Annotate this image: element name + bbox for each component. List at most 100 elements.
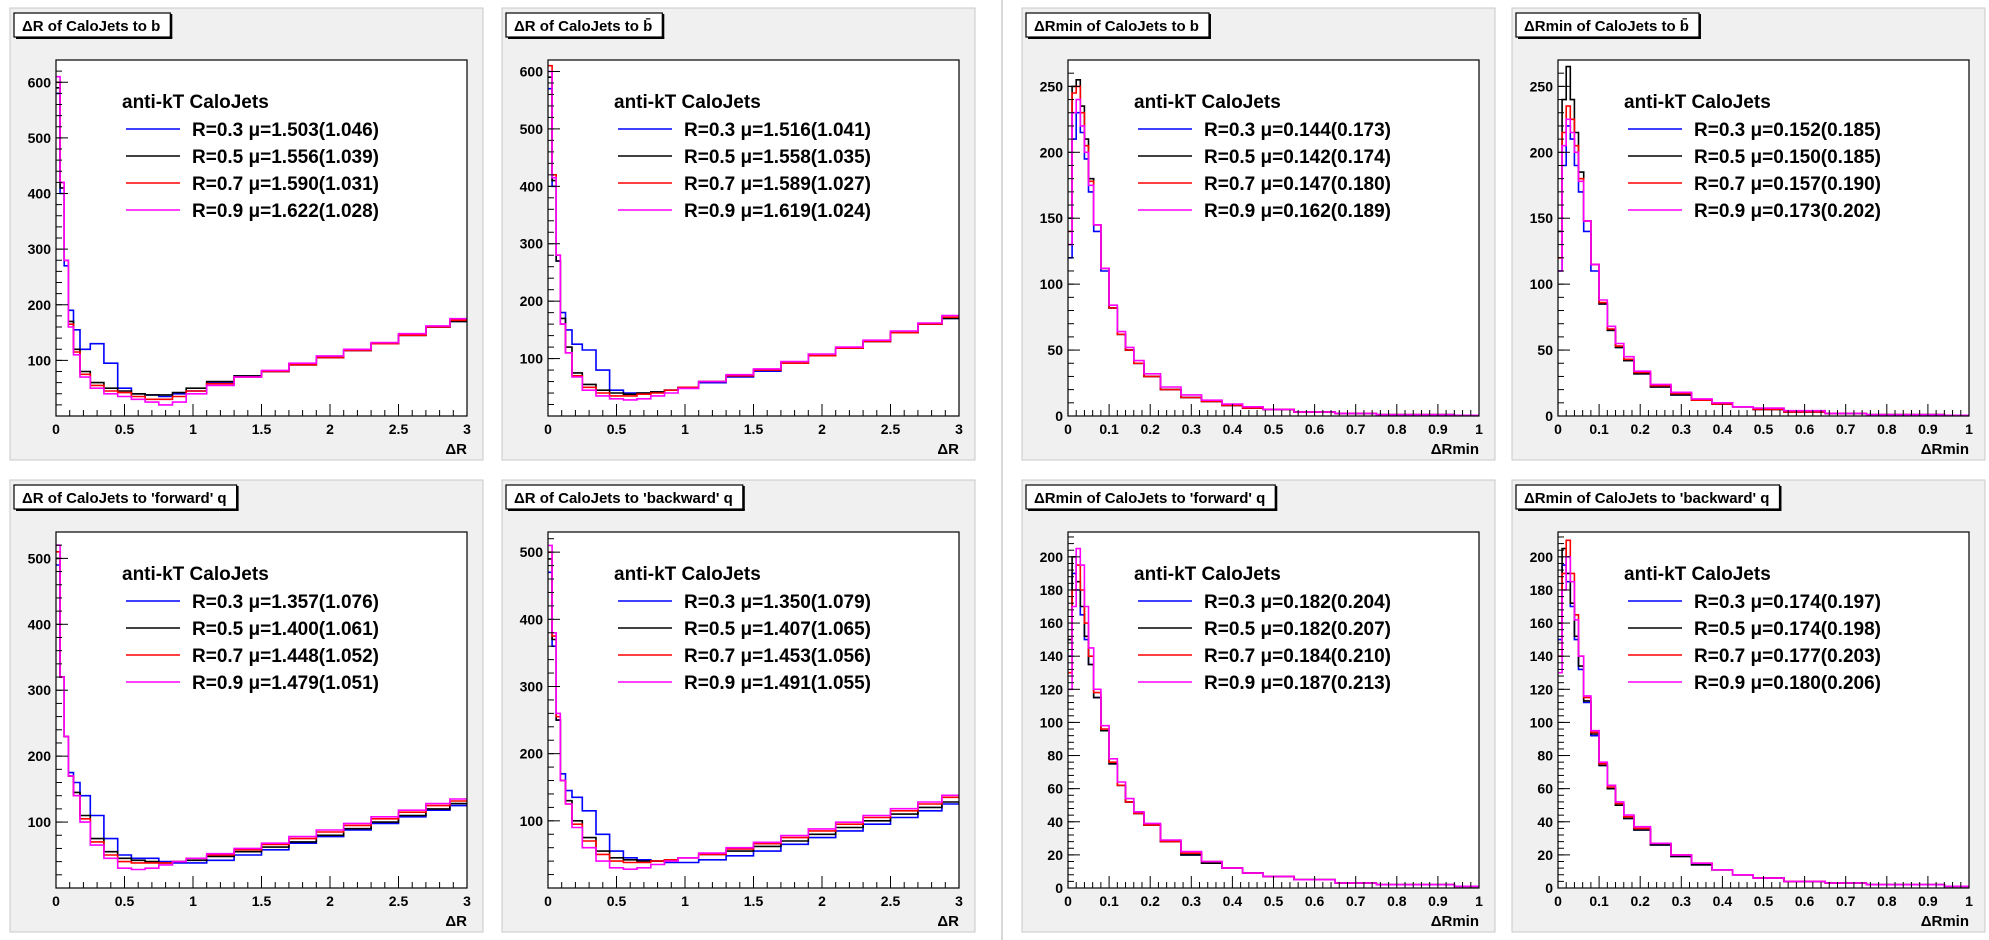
series-line-4 [56,544,467,871]
x-tick-label: 2.5 [389,893,409,909]
chart-title: ΔR of CaloJets to b [22,18,160,35]
x-tick-label: 0.3 [1672,893,1692,909]
x-tick-label: 0.5 [1264,421,1284,437]
series-line-4 [1068,98,1479,417]
x-tick-label: 3 [955,893,963,909]
y-tick-label: 100 [28,814,52,830]
y-tick-label: 150 [1040,210,1064,226]
x-tick-label: 0 [1064,421,1072,437]
plot-area [56,532,467,888]
legend-entry: R=0.3 μ=1.350(1.079) [684,592,871,613]
y-tick-label: 120 [1040,681,1064,697]
x-axis-label: ΔR [937,441,959,458]
legend-entry: R=0.7 μ=1.453(1.056) [684,646,871,667]
legend-entry: R=0.9 μ=1.619(1.024) [684,201,871,222]
y-tick-label: 300 [28,682,52,698]
legend-entry: R=0.7 μ=0.157(0.190) [1694,174,1881,195]
series-line-4 [1558,556,1969,888]
x-axis-label: ΔRmin [1431,441,1479,458]
y-tick-label: 40 [1537,814,1553,830]
y-tick-label: 200 [520,746,544,762]
x-tick-label: 1 [1475,421,1483,437]
legend-entry: R=0.3 μ=1.516(1.041) [684,120,871,141]
y-tick-label: 140 [1530,648,1554,664]
legend-header: anti-kT CaloJets [614,92,761,113]
y-tick-label: 0 [1545,880,1553,896]
legend-entry: R=0.7 μ=1.589(1.027) [684,174,871,195]
y-tick-label: 300 [28,241,52,257]
x-tick-label: 0.6 [1305,421,1325,437]
x-tick-label: 0.4 [1223,421,1243,437]
chart-title: ΔRmin of CaloJets to b [1034,18,1199,35]
x-tick-label: 2 [818,893,826,909]
legend-header: anti-kT CaloJets [1134,92,1281,113]
legend-entry: R=0.7 μ=0.177(0.203) [1694,646,1881,667]
x-tick-label: 0 [1554,421,1562,437]
legend-entry: R=0.3 μ=0.144(0.173) [1204,120,1391,141]
x-tick-label: 0 [52,893,60,909]
x-tick-label: 0.1 [1589,893,1609,909]
x-tick-label: 0.7 [1836,421,1856,437]
x-axis-label: ΔR [937,913,959,930]
legend-entry: R=0.9 μ=0.162(0.189) [1204,201,1391,222]
x-tick-label: 1.5 [744,893,764,909]
x-tick-label: 2 [326,893,334,909]
y-tick-label: 50 [1047,342,1063,358]
x-tick-label: 0 [544,893,552,909]
plot-area [56,60,467,416]
x-tick-label: 0.9 [1428,421,1448,437]
x-tick-label: 0.7 [1346,893,1366,909]
chart-title: ΔRmin of CaloJets to 'forward' q [1034,490,1265,507]
x-tick-label: 0.9 [1428,893,1448,909]
x-tick-label: 0.4 [1713,421,1733,437]
x-tick-label: 0.5 [1264,893,1284,909]
x-tick-label: 1 [681,421,689,437]
y-tick-label: 100 [1530,276,1554,292]
title-box [505,484,744,510]
y-tick-label: 100 [1040,714,1064,730]
x-tick-label: 0 [544,421,552,437]
x-tick-label: 1.5 [252,893,272,909]
chart-title: ΔRmin of CaloJets to b̄ [1524,17,1689,35]
y-tick-label: 250 [1040,78,1064,94]
y-tick-label: 600 [28,74,52,90]
x-tick-label: 0.3 [1182,421,1202,437]
y-tick-label: 500 [520,121,544,137]
y-tick-label: 200 [1530,144,1554,160]
y-tick-label: 200 [1040,549,1064,565]
y-tick-label: 200 [1040,144,1064,160]
x-tick-label: 0.7 [1346,421,1366,437]
x-tick-label: 0.4 [1223,893,1243,909]
legend-entry: R=0.3 μ=1.503(1.046) [192,120,379,141]
chart-panel-6: 0 0.5 1 1.5 2 2.5 3 100 200 300 400 500 ΔR anti-kT Ca… [501,479,976,933]
series-line-4 [548,70,959,401]
x-tick-label: 1 [1965,893,1973,909]
legend-entry: R=0.3 μ=0.182(0.204) [1204,592,1391,613]
chart-title: ΔR of CaloJets to b̄ [514,17,652,35]
legend-entry: R=0.7 μ=1.590(1.031) [192,174,379,195]
x-tick-label: 2 [326,421,334,437]
y-tick-label: 500 [28,550,52,566]
chart-panel-7: 0 0.1 0.2 0.3 0.4 0.5 0.6 0.7 0.8 0.9 1 0 20 40 60 80 10… [1021,479,1496,933]
y-tick-label: 0 [1055,408,1063,424]
plot-area [1558,532,1969,888]
y-tick-label: 400 [520,611,544,627]
legend-entry: R=0.5 μ=1.407(1.065) [684,619,871,640]
legend-entry: R=0.5 μ=0.174(0.198) [1694,619,1881,640]
series-line-4 [56,75,467,406]
x-tick-label: 0.6 [1795,893,1815,909]
legend-header: anti-kT CaloJets [1624,92,1771,113]
x-tick-label: 0.2 [1140,421,1160,437]
x-axis-label: ΔRmin [1921,441,1969,458]
x-tick-label: 1.5 [744,421,764,437]
y-tick-label: 300 [520,678,544,694]
x-tick-label: 2.5 [881,893,901,909]
x-axis-label: ΔRmin [1921,913,1969,930]
y-tick-label: 80 [1537,748,1553,764]
legend-header: anti-kT CaloJets [1624,564,1771,585]
x-axis-label: ΔR [445,913,467,930]
x-tick-label: 3 [463,893,471,909]
y-tick-label: 120 [1530,681,1554,697]
y-tick-label: 200 [520,293,544,309]
y-tick-label: 400 [28,186,52,202]
